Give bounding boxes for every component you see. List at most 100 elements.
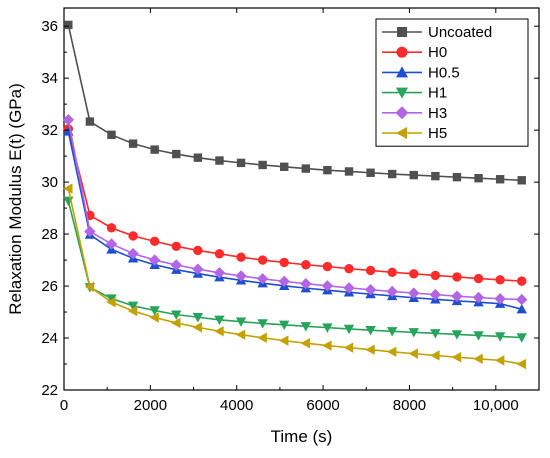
data-point bbox=[516, 303, 527, 314]
data-point bbox=[366, 168, 375, 177]
y-tick-label: 22 bbox=[41, 382, 58, 399]
data-point bbox=[128, 231, 138, 241]
data-point bbox=[149, 236, 160, 247]
data-point bbox=[64, 20, 73, 30]
y-tick-label: 36 bbox=[41, 18, 58, 35]
data-point bbox=[193, 153, 203, 162]
legend-item-h0: H0 bbox=[382, 44, 447, 61]
legend-box bbox=[375, 18, 529, 147]
data-point bbox=[236, 158, 246, 168]
data-point bbox=[343, 324, 355, 335]
data-point bbox=[495, 175, 505, 184]
legend-swatch-marker bbox=[396, 127, 407, 139]
legend-swatch-marker bbox=[396, 46, 408, 58]
data-point bbox=[150, 145, 159, 154]
data-point bbox=[127, 305, 138, 317]
data-point bbox=[409, 170, 418, 180]
series-line bbox=[67, 131, 522, 310]
data-point bbox=[128, 139, 138, 148]
data-point bbox=[171, 241, 181, 251]
series-line bbox=[67, 119, 522, 301]
data-point bbox=[473, 273, 484, 284]
data-point bbox=[430, 350, 440, 361]
legend-label: H0.5 bbox=[428, 64, 460, 81]
data-point bbox=[235, 270, 247, 282]
data-point bbox=[494, 355, 505, 366]
data-point bbox=[279, 257, 289, 268]
data-point bbox=[192, 313, 204, 323]
series-h1 bbox=[63, 196, 527, 343]
data-point bbox=[365, 344, 375, 355]
data-point bbox=[127, 301, 139, 312]
data-point bbox=[364, 283, 377, 296]
series-line bbox=[67, 188, 522, 365]
data-point bbox=[106, 296, 116, 308]
data-point bbox=[214, 326, 224, 337]
legend-swatch-marker bbox=[395, 106, 409, 120]
data-point bbox=[430, 329, 441, 339]
data-point bbox=[171, 310, 182, 320]
data-point bbox=[215, 156, 224, 165]
data-point bbox=[193, 245, 203, 256]
data-point bbox=[105, 238, 118, 250]
data-point bbox=[106, 223, 117, 233]
data-point bbox=[170, 259, 182, 271]
data-point bbox=[494, 332, 506, 342]
data-point bbox=[451, 330, 463, 340]
series-line bbox=[67, 24, 522, 182]
x-tick-label: 4000 bbox=[220, 397, 253, 414]
data-point bbox=[301, 164, 311, 173]
data-point bbox=[365, 265, 376, 276]
legend-swatch-marker bbox=[396, 66, 408, 78]
data-point bbox=[322, 323, 333, 333]
legend-item-h0-5: H0.5 bbox=[382, 64, 460, 81]
x-axis-title: Time (s) bbox=[271, 427, 333, 446]
series-h3 bbox=[62, 114, 528, 306]
data-point bbox=[516, 358, 526, 370]
data-point bbox=[279, 320, 290, 330]
data-point bbox=[148, 254, 161, 266]
data-point bbox=[63, 183, 73, 194]
plot-frame bbox=[63, 7, 540, 391]
data-point bbox=[386, 327, 398, 337]
y-tick-label: 26 bbox=[41, 278, 58, 295]
data-point bbox=[214, 315, 225, 326]
data-point bbox=[236, 252, 246, 262]
data-point bbox=[365, 326, 376, 336]
data-point bbox=[62, 114, 75, 126]
data-point bbox=[300, 338, 311, 349]
legend: Uncoated H0 H0.5 H1 H3 H5 bbox=[375, 18, 529, 147]
y-tick-label: 24 bbox=[41, 330, 58, 347]
data-point bbox=[452, 272, 462, 282]
series-h0 bbox=[63, 124, 527, 286]
axis-layer: 0 2000 4000 6000 8000 10,000 22 24 26 28 30 32 34 36 bbox=[41, 8, 539, 414]
legend-label: H5 bbox=[428, 125, 447, 142]
x-tick-label: 6000 bbox=[306, 397, 339, 414]
y-tick-label: 30 bbox=[41, 174, 58, 191]
data-point bbox=[387, 267, 397, 277]
data-point bbox=[257, 332, 267, 343]
data-point bbox=[408, 348, 418, 359]
y-tick-label: 32 bbox=[41, 122, 58, 139]
data-point bbox=[279, 335, 289, 346]
legend-item-h3: H3 bbox=[382, 105, 447, 122]
data-point bbox=[106, 294, 117, 304]
data-point bbox=[149, 312, 159, 323]
x-tick-label: 8000 bbox=[393, 397, 426, 414]
data-point bbox=[323, 165, 332, 175]
data-point bbox=[107, 130, 116, 140]
x-tick-label: 0 bbox=[60, 397, 68, 414]
data-point bbox=[431, 171, 440, 181]
data-point bbox=[516, 333, 527, 343]
plot-border bbox=[63, 7, 540, 391]
series-h0-5 bbox=[63, 126, 527, 314]
data-point bbox=[517, 176, 526, 185]
data-point bbox=[127, 247, 139, 260]
data-point bbox=[494, 293, 506, 305]
legend-label: H0 bbox=[428, 44, 447, 61]
data-point bbox=[409, 269, 419, 279]
data-point bbox=[301, 260, 311, 270]
data-point bbox=[451, 352, 462, 363]
